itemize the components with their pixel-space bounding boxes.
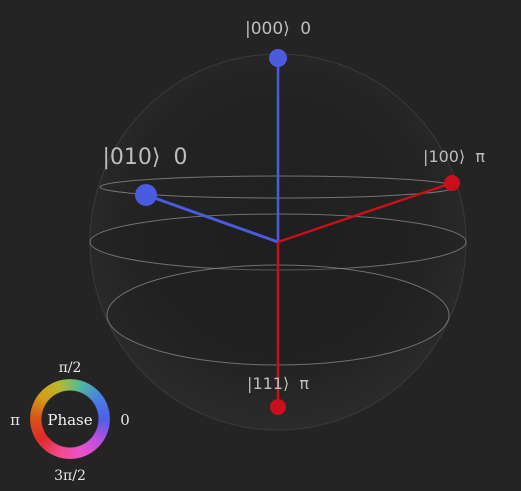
state-phase-111: π [299, 374, 309, 393]
state-point-100[interactable] [444, 175, 460, 191]
state-point-010[interactable] [135, 184, 157, 206]
state-point-111[interactable] [270, 399, 286, 415]
phase-wheel-ring [30, 379, 110, 459]
state-phase-010: 0 [174, 145, 188, 170]
state-label-100: |100⟩ π [423, 147, 485, 166]
state-point-000[interactable] [269, 49, 287, 67]
phase-wheel-label-left: π [10, 411, 20, 429]
state-phase-100: π [475, 147, 485, 166]
state-label-000: |000⟩ 0 [245, 19, 311, 39]
vector-010 [145, 193, 279, 244]
phase-wheel-label-top: π/2 [59, 360, 82, 376]
state-ket-000: |000⟩ [245, 19, 290, 39]
phase-wheel-label-right: 0 [120, 411, 130, 429]
state-ket-100: |100⟩ [423, 147, 465, 166]
state-label-010: |010⟩ 0 [103, 145, 188, 170]
phase-wheel-legend: Phase π/2 π 0 3π/2 [10, 360, 130, 484]
phase-wheel-center-label: Phase [47, 411, 92, 429]
vector-100 [277, 181, 453, 244]
state-phase-000: 0 [300, 19, 311, 39]
state-label-111: |111⟩ π [247, 374, 309, 393]
phase-wheel-label-bottom: 3π/2 [54, 468, 86, 484]
state-ket-111: |111⟩ [247, 374, 289, 393]
state-vectors [145, 58, 453, 407]
state-ket-010: |010⟩ [103, 145, 161, 170]
